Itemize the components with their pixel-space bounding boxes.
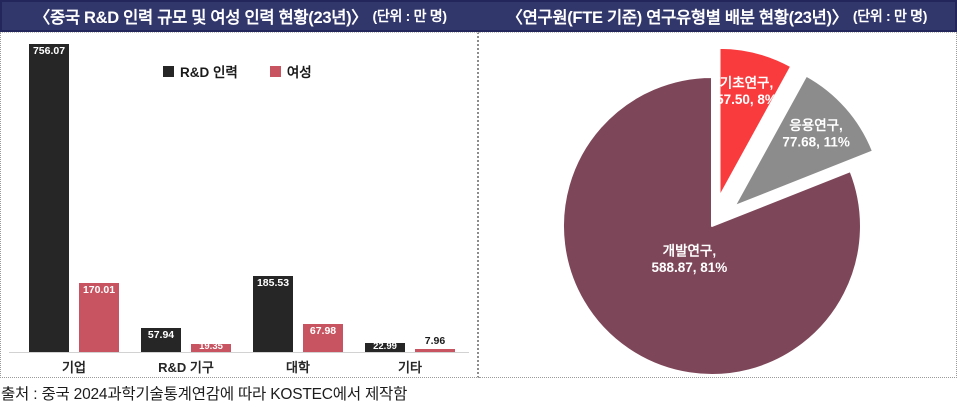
legend-item-rd-personnel: R&D 인력 (163, 61, 238, 81)
bar-value-label: 22.99 (373, 341, 397, 352)
pie-chart-panel: 기초연구, 57.50, 8% 응용연구, 77.68, 11% 개발연구, 588.87… (479, 32, 957, 378)
pie-chart-title-text: 〈연구원(FTE 기준) 연구유형별 배분 현황(23년)〉 (506, 9, 848, 27)
pie-slice-label-2: 개발연구, 588.87, 81% (651, 242, 727, 274)
pie-chart-unit-text: (단위 : 만 명) (852, 8, 928, 24)
pie-slice-2 (561, 76, 862, 376)
pie-slice-1 (733, 74, 874, 208)
category-label-0: 기업 (62, 360, 86, 375)
legend-swatch-female (269, 65, 281, 77)
bar-plot-area: 756.07 170.01 기업 57.94 19.35 R&D 기구 185.53 67.9… (9, 40, 469, 375)
bar-rd-0: 756.07 (29, 44, 69, 352)
bar-female-0: 170.01 (79, 283, 119, 352)
bar-rd-1: 57.94 (141, 328, 181, 352)
bar-chart-panel: R&D 인력 여성 756.07 170.01 기업 57.94 19.35 R&D 기구… (0, 32, 479, 378)
legend-swatch-rd-personnel (163, 65, 174, 77)
legend-item-female: 여성 (269, 61, 312, 81)
bar-value-label: 57.94 (147, 329, 175, 341)
pie-slice-0 (718, 46, 793, 198)
bar-value-label: 19.35 (199, 341, 223, 352)
pie-slice-label-1: 응용연구, 77.68, 11% (782, 118, 850, 150)
category-label-1: R&D 기구 (158, 360, 214, 375)
bar-female-3: 7.96 (415, 336, 455, 352)
legend: R&D 인력 여성 (163, 61, 312, 81)
bar-value-label: 7.96 (424, 335, 446, 347)
bar-value-label: 756.07 (32, 45, 66, 57)
bar-group-2: 185.53 67.98 대학 (253, 40, 343, 375)
bar-value-label: 170.01 (82, 284, 116, 296)
bar-rd-2: 185.53 (253, 276, 293, 352)
bar-female-1: 19.35 (191, 341, 231, 352)
bar-value-label: 185.53 (256, 277, 290, 289)
bar-group-1: 57.94 19.35 R&D 기구 (141, 40, 231, 375)
bar-group-3: 22.99 7.96 기타 (365, 40, 455, 375)
bar-female-2: 67.98 (303, 324, 343, 352)
bar-chart-title-text: 〈중국 R&D 인력 규모 및 여성 인력 현황(23년)〉 (33, 9, 368, 27)
bar-group-0: 756.07 170.01 기업 (29, 40, 119, 375)
pie-chart-title: 〈연구원(FTE 기준) 연구유형별 배분 현황(23년)〉 (단위 : 만 명… (479, 2, 956, 30)
pie-slice-label-0: 기초연구, 57.50, 8% (716, 76, 777, 108)
bar-rd-3: 22.99 (365, 341, 405, 352)
title-band: 〈중국 R&D 인력 규모 및 여성 인력 현황(23년)〉 (단위 : 만 명… (0, 0, 957, 32)
category-label-3: 기타 (398, 360, 422, 375)
bar-chart-title: 〈중국 R&D 인력 규모 및 여성 인력 현황(23년)〉 (단위 : 만 명… (2, 2, 479, 30)
pie-chart: 기초연구, 57.50, 8%응용연구, 77.68, 11% 개발연구, 588.87… (561, 46, 874, 376)
legend-label-rd-personnel: R&D 인력 (180, 65, 238, 80)
bar-value-label: 67.98 (309, 325, 337, 337)
category-label-2: 대학 (286, 360, 310, 375)
bar-chart-unit-text: (단위 : 만 명) (372, 8, 447, 24)
legend-label-female: 여성 (286, 65, 312, 80)
source-note: 출처 : 중국 2024과학기술통계연감에 따라 KOSTEC에서 제작함 (1, 386, 408, 403)
